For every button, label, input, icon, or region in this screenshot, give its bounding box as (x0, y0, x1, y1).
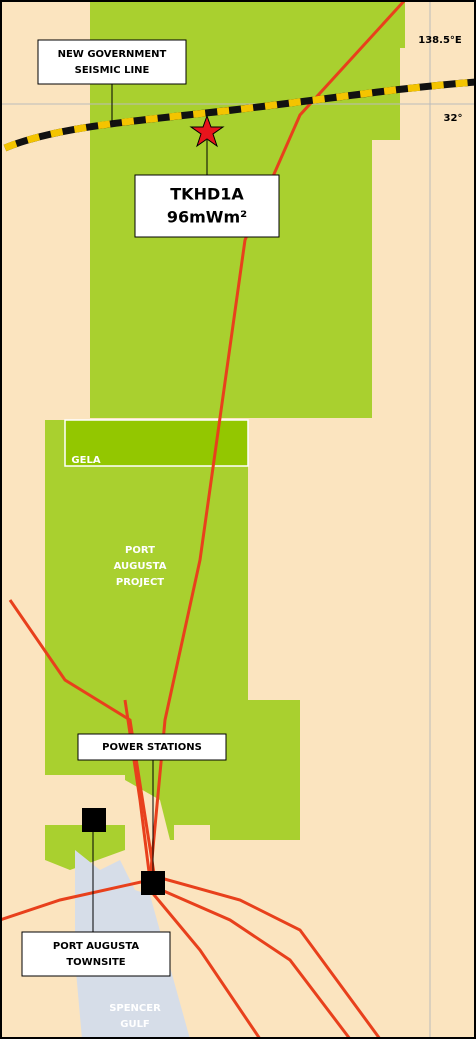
project-label: PORT (125, 545, 155, 556)
gulf-label: GULF (120, 1019, 150, 1030)
seismic-line-dash (3, 78, 476, 152)
heat-flow: 96mWm² (167, 208, 247, 227)
label-box (134, 174, 280, 238)
excluded-area (174, 825, 210, 867)
latitude-label: 32° (444, 113, 463, 124)
longitude-label: 138.5°E (418, 35, 462, 46)
project-label: AUGUSTA (114, 561, 167, 572)
gela-label: GELA (71, 455, 100, 466)
gulf-label: SPENCER (109, 1003, 161, 1014)
label: PORT AUGUSTA (53, 941, 140, 952)
townsite-marker (82, 808, 106, 832)
label-box (21, 931, 171, 977)
label: POWER STATIONS (102, 742, 202, 753)
label: SEISMIC LINE (75, 65, 150, 76)
power-station-marker (141, 871, 165, 895)
well-name: TKHD1A (170, 185, 244, 204)
label-box (37, 39, 187, 85)
label: NEW GOVERNMENT (58, 49, 167, 60)
label: TOWNSITE (66, 957, 125, 968)
tenement-part (45, 825, 125, 870)
label-box (77, 733, 227, 761)
project-label: PROJECT (116, 577, 164, 588)
well-star (189, 114, 225, 148)
